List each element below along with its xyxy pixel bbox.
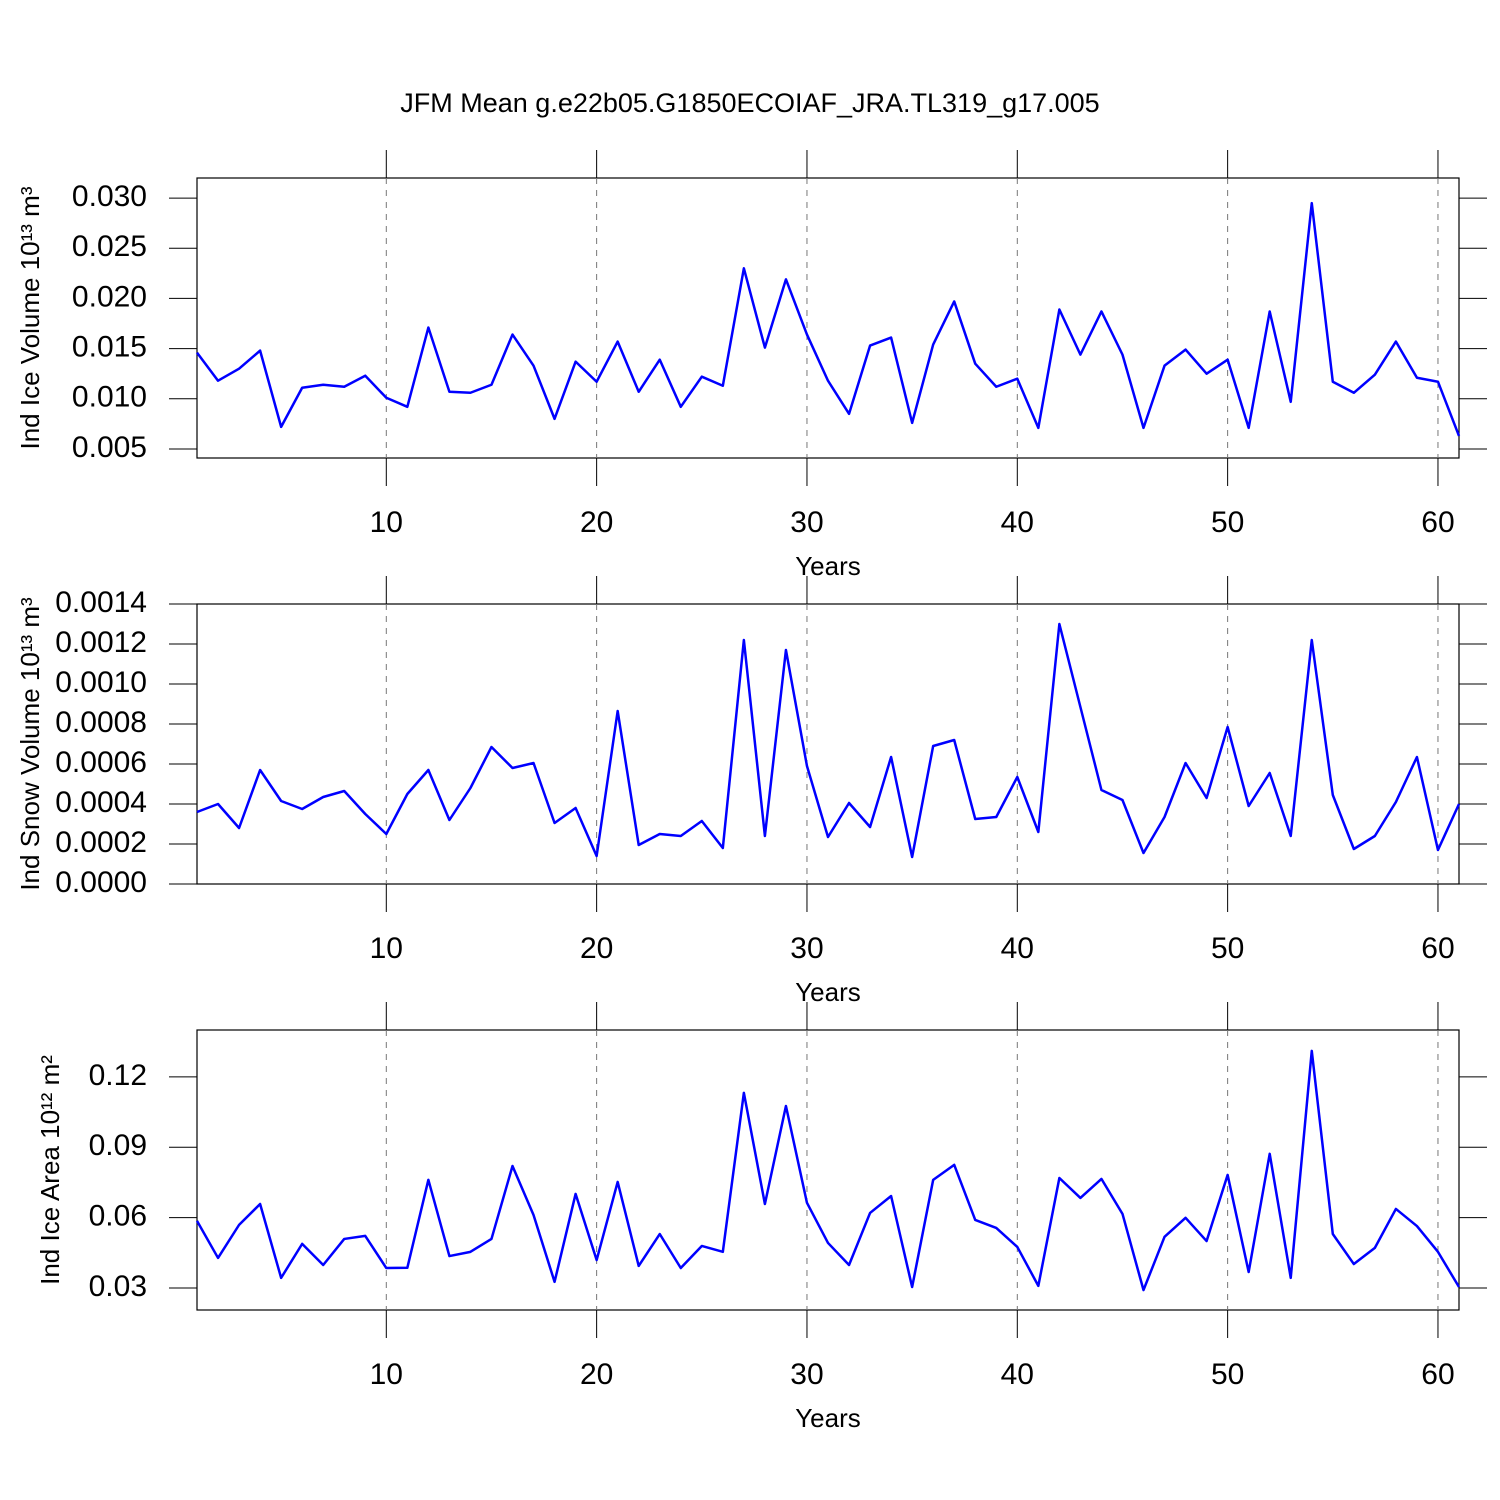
y-tick-label: 0.005	[72, 431, 147, 464]
x-tick-label: 30	[790, 932, 823, 965]
x-tick-label: 20	[580, 932, 613, 965]
y-axis-title: Ind Snow Volume 10¹³ m³	[15, 597, 45, 891]
y-axis-title: Ind Ice Volume 10¹³ m³	[15, 186, 45, 449]
y-tick-label: 0.03	[89, 1270, 147, 1303]
x-tick-label: 40	[1001, 932, 1034, 965]
y-axis-title: Ind Ice Area 10¹² m²	[35, 1055, 65, 1285]
figure-title: JFM Mean g.e22b05.G1850ECOIAF_JRA.TL319_…	[400, 88, 1099, 118]
x-tick-label: 10	[370, 1358, 403, 1391]
y-tick-label: 0.0004	[55, 786, 147, 819]
y-tick-label: 0.0010	[55, 666, 147, 699]
y-tick-label: 0.12	[89, 1059, 147, 1092]
x-tick-label: 50	[1211, 506, 1244, 539]
x-tick-label: 10	[370, 932, 403, 965]
x-tick-label: 50	[1211, 932, 1244, 965]
x-tick-label: 40	[1001, 1358, 1034, 1391]
x-tick-label: 60	[1421, 1358, 1454, 1391]
y-tick-label: 0.0006	[55, 746, 147, 779]
y-tick-label: 0.025	[72, 230, 147, 263]
y-tick-label: 0.06	[89, 1200, 147, 1233]
data-line	[195, 1049, 1461, 1292]
x-tick-label: 40	[1001, 506, 1034, 539]
x-tick-label: 30	[790, 506, 823, 539]
plot-frame	[196, 603, 1460, 885]
plot-frame	[196, 1029, 1460, 1311]
plot-frame	[196, 177, 1460, 459]
y-tick-label: 0.010	[72, 381, 147, 414]
x-tick-label: 10	[370, 506, 403, 539]
x-axis-title: Years	[795, 1403, 861, 1433]
x-tick-label: 60	[1421, 932, 1454, 965]
x-axis-title: Years	[795, 551, 861, 581]
y-tick-label: 0.0002	[55, 826, 147, 859]
x-tick-label: 60	[1421, 506, 1454, 539]
y-tick-label: 0.030	[72, 180, 147, 213]
data-line	[196, 622, 1461, 859]
x-tick-label: 20	[580, 506, 613, 539]
x-tick-label: 20	[580, 1358, 613, 1391]
y-tick-label: 0.020	[72, 280, 147, 313]
y-tick-label: 0.0012	[55, 626, 147, 659]
y-tick-label: 0.0000	[55, 866, 147, 899]
data-line	[195, 201, 1461, 437]
x-axis-title: Years	[795, 977, 861, 1007]
y-tick-label: 0.015	[72, 331, 147, 364]
x-tick-label: 30	[790, 1358, 823, 1391]
y-tick-label: 0.0014	[55, 586, 147, 619]
y-tick-label: 0.0008	[55, 706, 147, 739]
y-tick-label: 0.09	[89, 1129, 147, 1162]
x-tick-label: 50	[1211, 1358, 1244, 1391]
